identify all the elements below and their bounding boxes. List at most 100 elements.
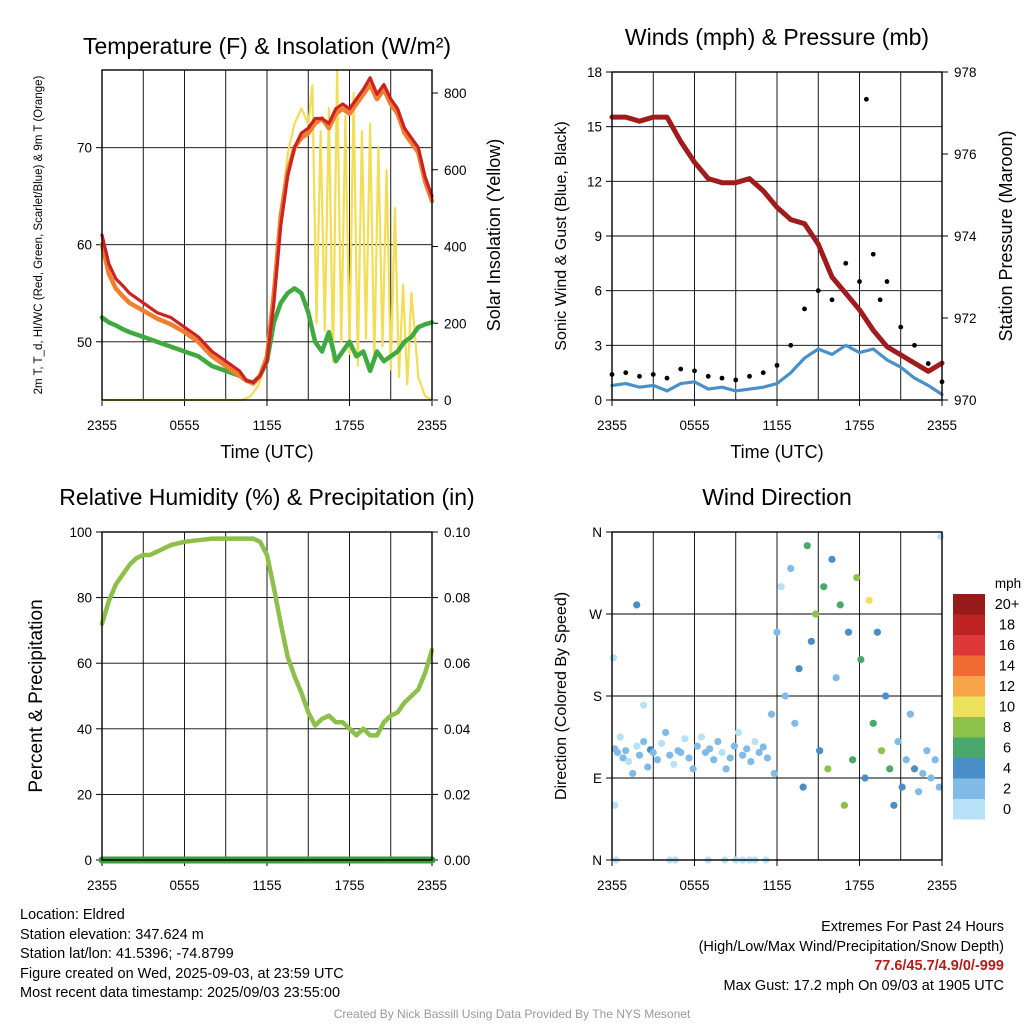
direction-point [923, 747, 931, 755]
colorbar-label: 2 [1003, 782, 1011, 798]
direction-point [743, 745, 751, 753]
direction-point [865, 596, 873, 604]
gust-point [692, 368, 697, 374]
series-line [100, 76, 434, 385]
direction-point [767, 710, 776, 718]
x-tick-label: 2355 [927, 878, 957, 893]
direction-point [755, 748, 763, 757]
x-tick-label: 0555 [679, 878, 709, 893]
y-tick-label-right: 974 [954, 229, 977, 244]
direction-point [635, 751, 644, 759]
direction-point [824, 765, 832, 773]
direction-point [795, 665, 803, 673]
y-tick-label: N [592, 853, 602, 868]
gust-point [912, 342, 917, 348]
direction-point [609, 654, 617, 662]
y-axis-label-left: 2m T, T_d, HI/WC (Red, Green, Scarlet/Bl… [33, 75, 45, 394]
direction-point [777, 583, 785, 591]
figure-created: Figure created on Wed, 2025-09-03, at 23… [20, 965, 344, 982]
credit-line: Created By Nick Bassill Using Data Provi… [333, 1007, 691, 1021]
direction-point [685, 754, 693, 762]
direction-point [844, 628, 853, 636]
station-location: Location: Eldred [20, 907, 125, 923]
gust-point [884, 279, 890, 284]
gust-point [719, 375, 725, 381]
y-tick-label-right: 976 [954, 147, 977, 162]
y-tick-label: 50 [77, 335, 92, 350]
y-tick-label: 60 [77, 238, 92, 253]
gust-point [815, 288, 821, 294]
y-tick-label-right: 400 [444, 240, 467, 255]
x-tick-label: 1155 [762, 418, 791, 433]
colorbar-label: 8 [1003, 720, 1011, 736]
colorbar-label: 20+ [995, 597, 1020, 613]
y-tick-label: 18 [587, 65, 602, 80]
gust-point [733, 377, 739, 383]
direction-point [747, 758, 755, 766]
gust-point [857, 279, 862, 284]
y-tick-label: 80 [77, 591, 92, 606]
chart-panel-4: 2355 0555 1155 1755 2355 N E S W N Wind Direction D… [553, 484, 1021, 893]
colorbar: mph 20+ 18 16 14 12 10 8 6 4 2 0 [953, 576, 1021, 820]
direction-point [811, 610, 820, 618]
direction-point [657, 739, 666, 747]
x-tick-label: 2355 [597, 418, 627, 433]
x-tick-label: 2355 [597, 878, 627, 893]
direction-point [787, 564, 795, 573]
direction-point [861, 774, 869, 782]
direction-point [773, 628, 781, 636]
colorbar-swatch [953, 799, 985, 820]
y-tick-label: 20 [77, 787, 92, 802]
direction-point [710, 756, 718, 764]
gust-point [705, 373, 711, 379]
x-tick-label: 1155 [252, 418, 281, 433]
y-axis-label-left: Sonic Wind & Gust (Blue, Black) [553, 121, 570, 350]
direction-point [902, 756, 910, 764]
extremes-subtitle: (High/Low/Max Wind/Precipitation/Snow De… [698, 938, 1004, 955]
direction-point [730, 742, 738, 750]
direction-point [869, 719, 877, 727]
gust-point [650, 372, 656, 377]
y-tick-label: 12 [587, 174, 602, 189]
plot-border [611, 71, 943, 401]
chart-panel-1: 2355 0555 1155 1755 2355 50 60 70 0 200 400 600 800 T… [33, 33, 504, 462]
x-axis-label: Time (UTC) [730, 442, 823, 462]
y-axis-label-right: Solar Insolation (Yellow) [484, 139, 504, 331]
plot-border [101, 531, 433, 861]
chart-title: Winds (mph) & Pressure (mb) [625, 24, 929, 50]
direction-point [937, 532, 945, 541]
x-tick-label: 2355 [87, 418, 117, 433]
y-tick-label-right: 0.00 [444, 853, 470, 868]
y-tick-label-right: 0.04 [444, 722, 471, 737]
y-tick-label: 40 [77, 722, 92, 737]
gust-point [788, 342, 794, 348]
x-tick-label: 1155 [252, 878, 281, 893]
y-tick-label: 0 [84, 853, 92, 868]
colorbar-swatch [953, 635, 985, 656]
chart-title: Temperature (F) & Insolation (W/m²) [83, 33, 451, 59]
gust-point [760, 370, 766, 376]
station-elevation: Station elevation: 347.624 m [20, 926, 204, 943]
series-line [99, 536, 435, 738]
plot-border [611, 531, 943, 861]
gust-point [747, 373, 752, 379]
gust-point [877, 297, 883, 303]
y-tick-label: 70 [77, 141, 92, 156]
gust-point [870, 251, 876, 257]
y-tick-label-right: 0.06 [444, 656, 470, 671]
y-tick-label: 100 [69, 525, 92, 540]
direction-point [935, 783, 943, 791]
direction-point [781, 692, 789, 700]
colorbar-title: mph [995, 576, 1021, 591]
direction-point [706, 745, 714, 753]
y-tick-label: 60 [77, 656, 92, 671]
y-tick-label: 9 [594, 229, 602, 244]
y-axis-label: Direction (Colored By Speed) [553, 592, 570, 800]
chart-panel-3: 2355 0555 1155 1755 2355 0 20 40 60 80 100 0.00 0.02… [26, 484, 475, 893]
direction-point [803, 542, 811, 550]
recent-timestamp: Most recent data timestamp: 2025/09/03 2… [20, 985, 341, 1001]
direction-point [613, 748, 622, 757]
direction-point [633, 601, 641, 609]
y-tick-label: 3 [594, 338, 602, 353]
